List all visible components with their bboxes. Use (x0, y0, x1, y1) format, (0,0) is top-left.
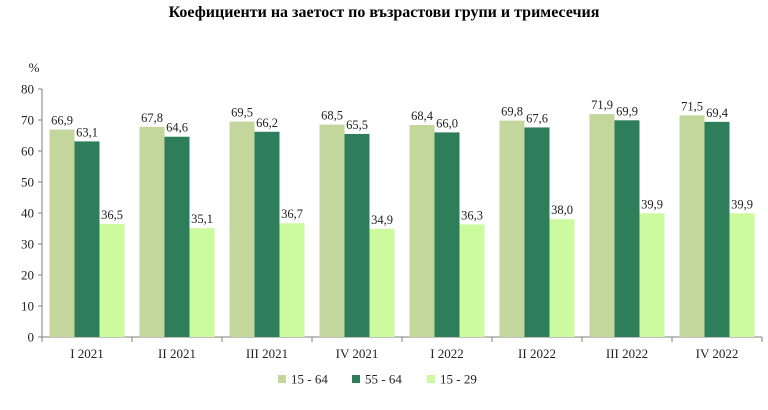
data-label: 71,5 (681, 99, 703, 113)
x-tick-label: III 2021 (246, 346, 288, 361)
y-tick-label: 0 (28, 330, 35, 345)
data-label: 71,9 (591, 98, 613, 112)
legend-swatch (278, 375, 286, 383)
data-label: 67,8 (141, 111, 163, 125)
bars (49, 114, 755, 338)
y-axis-unit: % (29, 60, 40, 75)
bar (164, 136, 190, 337)
bar (704, 121, 730, 337)
bar (589, 114, 615, 337)
bar (229, 121, 255, 337)
bar (279, 223, 305, 337)
y-tick-label: 10 (21, 299, 34, 314)
data-label: 69,5 (231, 106, 253, 120)
bar (74, 141, 100, 337)
bar (524, 127, 550, 337)
y-tick-label: 40 (21, 206, 34, 221)
data-label: 36,7 (281, 207, 303, 221)
data-label: 38,0 (551, 203, 573, 217)
y-tick-label: 20 (21, 268, 34, 283)
legend-swatch (352, 375, 360, 383)
bar (139, 126, 165, 337)
bar (344, 133, 370, 337)
y-tick-label: 60 (21, 144, 34, 159)
data-label: 35,1 (191, 212, 213, 226)
bar (639, 213, 665, 337)
data-label: 68,4 (411, 109, 434, 123)
bar (409, 124, 435, 338)
data-label: 39,9 (731, 197, 753, 211)
bar (319, 124, 345, 338)
bar (99, 223, 125, 337)
data-label: 66,2 (256, 116, 278, 130)
data-label: 67,6 (526, 111, 548, 125)
legend-label: 55 - 64 (365, 372, 402, 387)
data-label: 63,1 (76, 125, 98, 139)
data-label: 36,5 (101, 208, 123, 222)
bar (49, 129, 75, 337)
x-tick-label: I 2021 (70, 346, 104, 361)
data-label: 66,9 (51, 114, 73, 128)
data-label: 36,3 (461, 208, 483, 222)
bar (459, 224, 485, 337)
legend-label: 15 - 29 (440, 372, 477, 387)
data-label: 65,5 (346, 118, 368, 132)
data-label: 69,9 (616, 104, 638, 118)
bar (189, 228, 215, 337)
data-label: 69,4 (706, 106, 729, 120)
bar (499, 120, 525, 338)
y-tick-label: 80 (21, 82, 34, 97)
x-tick-label: III 2022 (606, 346, 648, 361)
bar (434, 132, 460, 337)
legend-swatch (427, 375, 435, 383)
bar (254, 131, 280, 337)
x-tick-label: II 2022 (518, 346, 556, 361)
axes: 0 10 20 30 40 50 60 70 80% I 2021 II 2021 III 2021 I… (21, 60, 763, 361)
y-tick-label: 70 (21, 113, 34, 128)
x-tick-label: IV 2021 (336, 346, 379, 361)
legend: 15 - 64 55 - 64 15 - 29 (278, 372, 477, 387)
x-tick-label: I 2022 (430, 346, 464, 361)
data-label: 69,8 (501, 105, 523, 119)
bar (679, 115, 705, 337)
data-label: 64,6 (166, 121, 188, 135)
data-label: 39,9 (641, 197, 663, 211)
x-tick-label: II 2021 (158, 346, 196, 361)
data-label: 34,9 (371, 213, 393, 227)
data-label: 66,0 (436, 116, 458, 130)
bar (369, 228, 395, 337)
bar (729, 213, 755, 337)
y-tick-label: 30 (21, 237, 34, 252)
y-tick-label: 50 (21, 175, 34, 190)
data-label: 68,5 (321, 109, 343, 123)
x-tick-label: IV 2022 (696, 346, 739, 361)
data-labels: 66,963,1 36,5 67,864,6 35,1 69,566,2 36,7 68,5… (51, 98, 753, 227)
bar (614, 120, 640, 337)
legend-label: 15 - 64 (291, 372, 328, 387)
chart-title: Коефициенти на заетост по възрастови гру… (168, 4, 600, 21)
bar (549, 219, 575, 337)
